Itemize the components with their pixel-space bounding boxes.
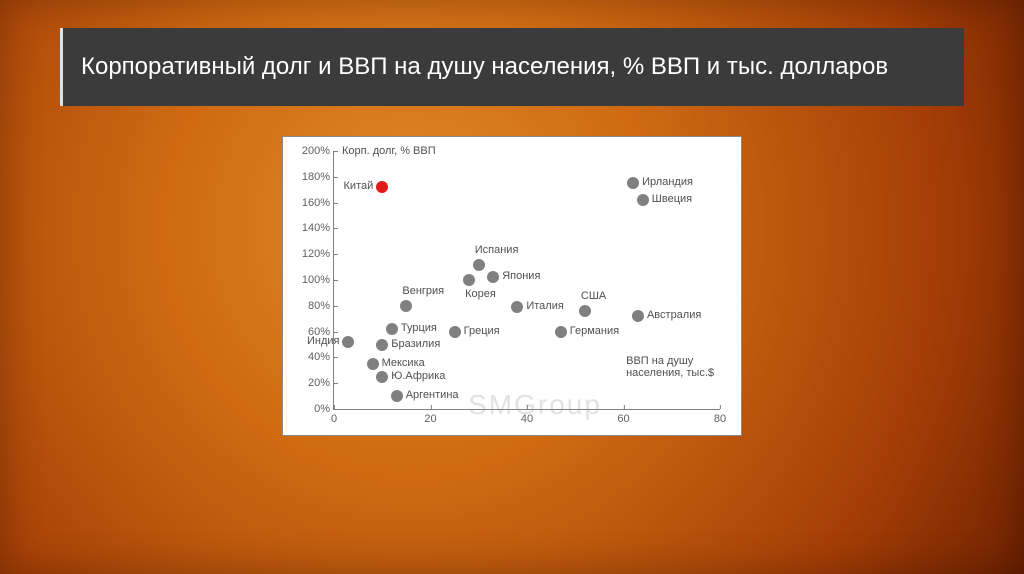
data-point-label: Ирландия — [642, 176, 693, 188]
data-point-label: Япония — [502, 270, 540, 282]
slide-title: Корпоративный долг и ВВП на душу населен… — [81, 53, 888, 81]
plot-area: 0%20%40%60%80%100%120%140%160%180%200%02… — [333, 151, 720, 410]
data-point-label: Китай — [344, 180, 374, 192]
data-point — [487, 271, 499, 283]
data-point-label: Ю.Африка — [391, 370, 445, 382]
data-point-label: Германия — [570, 325, 619, 337]
x-tick: 80 — [714, 409, 726, 425]
data-point-label: Турция — [401, 322, 437, 334]
data-point — [637, 194, 649, 206]
y-tick: 120% — [302, 248, 334, 260]
data-point-label: Австралия — [647, 309, 701, 321]
chart-panel: 0%20%40%60%80%100%120%140%160%180%200%02… — [282, 136, 742, 436]
data-point-label: Швеция — [652, 193, 692, 205]
data-point — [376, 339, 388, 351]
data-point-label: Испания — [475, 244, 519, 256]
slide: Корпоративный долг и ВВП на душу населен… — [0, 0, 1024, 574]
y-axis-label: Корп. долг, % ВВП — [342, 145, 436, 157]
data-point — [342, 336, 354, 348]
x-tick: 40 — [521, 409, 533, 425]
x-axis-label: ВВП на душунаселения, тыс.$ — [626, 355, 714, 379]
x-tick: 0 — [331, 409, 337, 425]
y-tick: 140% — [302, 222, 334, 234]
y-tick: 160% — [302, 197, 334, 209]
data-point-label: Венгрия — [402, 285, 444, 297]
data-point-label: Италия — [526, 300, 563, 312]
data-point — [555, 326, 567, 338]
data-point-label: Аргентина — [406, 389, 459, 401]
y-tick: 180% — [302, 171, 334, 183]
data-point — [632, 310, 644, 322]
data-point — [449, 326, 461, 338]
data-point — [391, 390, 403, 402]
y-tick: 20% — [308, 377, 334, 389]
data-point-label: Мексика — [382, 357, 425, 369]
data-point — [463, 274, 475, 286]
y-tick: 80% — [308, 300, 334, 312]
data-point — [400, 300, 412, 312]
y-tick: 100% — [302, 274, 334, 286]
data-point — [376, 181, 388, 193]
data-point — [473, 259, 485, 271]
x-tick: 60 — [617, 409, 629, 425]
data-point — [579, 305, 591, 317]
data-point — [511, 301, 523, 313]
data-point — [386, 323, 398, 335]
title-bar: Корпоративный долг и ВВП на душу населен… — [60, 28, 964, 106]
data-point — [627, 177, 639, 189]
y-tick: 200% — [302, 145, 334, 157]
data-point-label: Корея — [465, 288, 496, 300]
data-point — [376, 371, 388, 383]
data-point-label: Греция — [464, 325, 500, 337]
data-point-label: Индия — [307, 335, 340, 347]
data-point-label: США — [581, 290, 606, 302]
data-point-label: Бразилия — [391, 338, 440, 350]
y-tick: 40% — [308, 351, 334, 363]
data-point — [367, 358, 379, 370]
x-tick: 20 — [424, 409, 436, 425]
